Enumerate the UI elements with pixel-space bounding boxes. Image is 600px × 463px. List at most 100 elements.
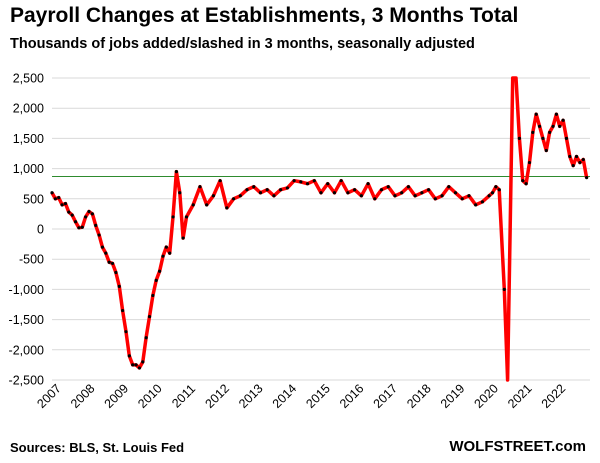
gridlines	[52, 77, 590, 381]
data-point	[272, 194, 276, 198]
x-tick-label: 2016	[337, 381, 367, 411]
data-point	[90, 212, 94, 216]
data-point	[312, 179, 316, 183]
data-point	[158, 269, 162, 273]
data-point	[406, 185, 411, 189]
data-point	[480, 200, 484, 204]
data-point	[252, 185, 256, 189]
data-point	[154, 278, 158, 282]
y-tick-label: -2,500	[9, 374, 44, 388]
y-tick-label: -500	[19, 253, 44, 267]
data-point	[67, 210, 71, 214]
data-point	[245, 188, 249, 192]
data-point	[420, 191, 424, 195]
x-tick-label: 2017	[371, 381, 401, 411]
data-point	[502, 287, 506, 291]
data-point	[238, 194, 242, 198]
data-point	[551, 124, 555, 128]
data-point	[558, 124, 562, 128]
data-point	[50, 191, 54, 195]
data-point	[147, 314, 152, 319]
data-point	[225, 206, 229, 210]
x-tick-label: 2013	[236, 381, 266, 411]
data-point	[366, 182, 370, 186]
data-point	[184, 215, 189, 219]
data-point	[134, 363, 138, 367]
data-point	[474, 203, 478, 207]
x-tick-label: 2022	[539, 381, 569, 411]
data-point	[554, 112, 558, 116]
data-point	[137, 366, 142, 370]
y-tick-label: -2,000	[9, 343, 44, 357]
data-points	[50, 112, 589, 370]
data-point	[218, 179, 222, 183]
data-point	[144, 336, 148, 340]
data-point	[537, 124, 542, 128]
data-point	[107, 260, 111, 264]
data-point	[490, 191, 495, 195]
data-point	[521, 179, 525, 183]
data-point	[332, 191, 337, 195]
data-point	[531, 130, 535, 134]
data-point	[460, 197, 464, 201]
data-point	[568, 154, 572, 159]
data-point	[386, 185, 390, 189]
data-point	[84, 215, 88, 219]
data-point	[80, 225, 84, 229]
data-point	[279, 188, 283, 192]
data-point	[393, 194, 397, 198]
data-point	[527, 160, 532, 165]
data-point	[544, 148, 548, 153]
y-tick-label: 1,500	[13, 132, 44, 146]
data-point	[127, 354, 131, 358]
data-point	[581, 157, 585, 162]
source-note: Sources: BLS, St. Louis Fed	[10, 440, 185, 455]
data-point	[285, 186, 289, 190]
data-point	[534, 112, 538, 116]
data-point	[433, 197, 437, 201]
y-tick-label: 0	[37, 223, 44, 237]
data-point	[494, 185, 498, 189]
data-point	[171, 215, 175, 219]
data-point	[497, 188, 501, 192]
data-point	[211, 194, 215, 198]
data-point	[121, 308, 125, 313]
data-point	[305, 182, 310, 186]
data-point	[487, 194, 491, 198]
data-point	[571, 163, 575, 168]
data-point	[578, 160, 582, 165]
data-point	[181, 236, 185, 240]
data-point	[353, 188, 357, 192]
y-tick-label: 1,000	[13, 162, 44, 176]
x-axis-labels: 2007 2008 2009 2010 2011 2012 2013 2014 2015 2016…	[34, 381, 568, 411]
data-point	[87, 209, 91, 214]
x-tick-label: 2010	[135, 381, 165, 411]
y-tick-label: 500	[23, 192, 44, 206]
data-point	[114, 270, 118, 275]
data-point	[467, 194, 471, 198]
data-point	[97, 233, 101, 237]
data-point	[326, 182, 330, 186]
data-point	[141, 360, 145, 364]
x-tick-label: 2012	[203, 381, 233, 411]
data-point	[292, 179, 296, 183]
data-point	[564, 136, 569, 140]
data-point	[110, 261, 115, 266]
data-point	[104, 251, 108, 255]
data-point	[299, 180, 303, 184]
data-point	[191, 203, 195, 207]
y-axis-labels: 2,500 2,000 1,500 1,000 500 0 -500 -1,000 -1,500…	[9, 72, 45, 388]
data-point	[339, 179, 343, 183]
x-tick-label: 2020	[472, 381, 502, 411]
x-tick-label: 2015	[303, 381, 333, 411]
x-tick-label: 2009	[102, 381, 132, 411]
data-point	[373, 197, 377, 201]
x-tick-label: 2021	[505, 381, 535, 411]
x-tick-label: 2008	[68, 381, 98, 411]
data-point	[541, 136, 545, 140]
data-point	[379, 188, 384, 192]
data-point	[359, 194, 363, 198]
data-point	[265, 188, 269, 192]
data-point	[164, 245, 168, 249]
